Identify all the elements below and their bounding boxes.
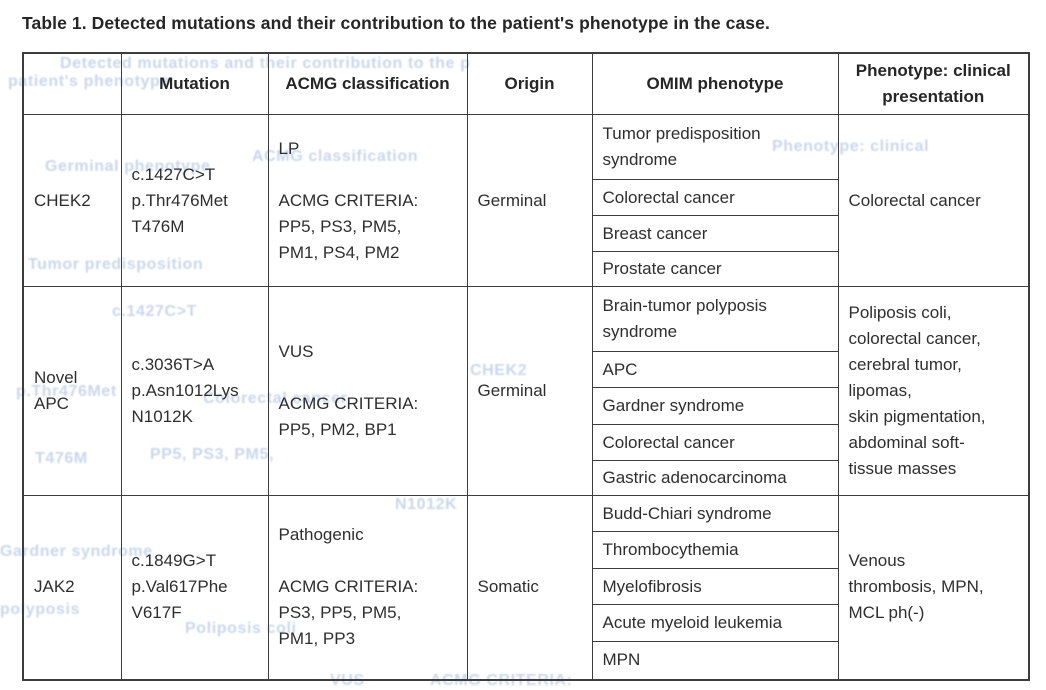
acmg-classification: VUS — [278, 342, 314, 361]
header-row: Mutation ACMG classification Origin OMIM… — [22, 52, 1030, 115]
acmg-cell: VUS ACMG CRITERIA: PP5, PM2, BP1 — [267, 286, 468, 496]
clinical-cell: Venous thrombosis, MPN, MCL ph(-) — [837, 495, 1030, 680]
origin-cell: Germinal — [466, 114, 593, 287]
table-caption: Table 1. Detected mutations and their co… — [22, 13, 770, 33]
gene-cell-jak2: JAK2 — [22, 495, 122, 680]
table-row: MPN — [23, 641, 1029, 680]
acmg-cell: LP ACMG CRITERIA: PP5, PS3, PM5, PM1, PS… — [267, 114, 468, 287]
header-acmg: ACMG classification — [267, 52, 468, 115]
header-mutation: Mutation — [120, 52, 269, 115]
omim-cell: Thrombocythemia — [591, 531, 839, 569]
omim-cell: Colorectal cancer — [591, 424, 839, 461]
acmg-criteria: ACMG CRITERIA: PS3, PP5, PM5, PM1, PP3 — [278, 577, 419, 649]
mutations-table: Mutation ACMG classification Origin OMIM… — [22, 52, 1030, 681]
mutation-cell: c.1427C>T p.Thr476Met T476M — [120, 114, 269, 287]
table-row: Thrombocythemia — [23, 531, 1029, 569]
omim-cell: Gardner syndrome — [591, 387, 839, 425]
header-omim: OMIM phenotype — [591, 52, 839, 115]
omim-cell: Acute myeloid leukemia — [591, 604, 839, 642]
omim-cell: Prostate cancer — [591, 251, 839, 287]
gene-cell-apc: Novel APC — [22, 286, 122, 496]
table-row: Gardner syndrome — [23, 387, 1029, 425]
acmg-classification: Pathogenic — [278, 525, 364, 545]
omim-cell: Gastric adenocarcinoma — [591, 460, 839, 496]
omim-cell: Tumor predisposition syndrome — [591, 114, 839, 180]
clinical-cell: Poliposis coli, colorectal cancer, cereb… — [837, 286, 1030, 496]
table-row: Colorectal cancer — [23, 424, 1029, 461]
header-gene — [22, 52, 122, 115]
table-row: Novel APC c.3036T>A p.Asn1012Lys N1012K … — [22, 286, 1030, 496]
origin-cell: Somatic — [466, 495, 593, 680]
header-origin: Origin — [466, 52, 593, 115]
mutation-cell: c.1849G>T p.Val617Phe V617F — [120, 495, 269, 680]
table-row: Colorectal cancer — [23, 179, 1029, 216]
acmg-criteria: ACMG CRITERIA: PP5, PS3, PM5, PM1, PS4, … — [278, 190, 419, 262]
acmg-criteria: ACMG CRITERIA: PP5, PM2, BP1 — [278, 394, 419, 439]
omim-cell: Colorectal cancer — [591, 179, 839, 216]
omim-cell: Breast cancer — [591, 215, 839, 252]
table-row: CHEK2 c.1427C>T p.Thr476Met T476M LP ACM… — [22, 114, 1030, 287]
omim-cell: MPN — [591, 641, 839, 680]
omim-cell: Myelofibrosis — [591, 568, 839, 605]
origin-cell: Germinal — [466, 286, 593, 496]
table-row: Myelofibrosis — [23, 568, 1029, 605]
clinical-cell: Colorectal cancer — [837, 114, 1030, 287]
mutation-cell: c.3036T>A p.Asn1012Lys N1012K — [120, 286, 269, 496]
table-row: APC — [23, 351, 1029, 388]
omim-cell: APC — [591, 351, 839, 388]
acmg-cell: Pathogenic ACMG CRITERIA: PS3, PP5, PM5,… — [267, 495, 468, 680]
table-row: JAK2 c.1849G>T p.Val617Phe V617F Pathoge… — [22, 495, 1030, 680]
acmg-classification: LP — [278, 138, 300, 158]
table-row: Acute myeloid leukemia — [23, 604, 1029, 642]
gene-cell-chek2: CHEK2 — [22, 114, 122, 287]
header-clinical: Phenotype: clinical presentation — [837, 52, 1030, 115]
table-row: Gastric adenocarcinoma — [23, 460, 1029, 496]
table-row: Breast cancer — [23, 215, 1029, 252]
omim-cell: Budd-Chiari syndrome — [591, 495, 839, 532]
omim-cell: Brain-tumor polyposis syndrome — [591, 286, 839, 352]
